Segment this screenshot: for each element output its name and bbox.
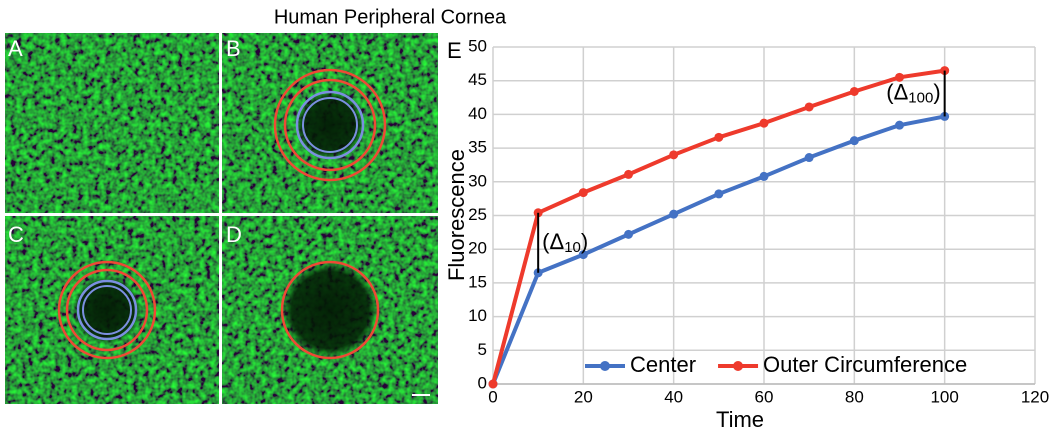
data-point [714, 132, 724, 142]
legend-marker [733, 361, 744, 371]
image-a [5, 33, 219, 213]
center-ring [82, 285, 132, 335]
data-point [804, 102, 814, 112]
outer-ring [57, 260, 157, 360]
annotation-part: 100 [908, 89, 933, 106]
y-axis-label: Fluorescence [444, 149, 469, 281]
data-point [578, 250, 588, 260]
data-point [759, 118, 769, 128]
data-point [669, 150, 679, 160]
image-panels: A B C D [5, 33, 438, 404]
x-tick-label: 80 [845, 387, 864, 406]
annotation: (Δ10) [542, 229, 588, 256]
y-tick-label: 25 [468, 205, 487, 224]
y-tick-label: 50 [468, 36, 487, 55]
bleach-spot [282, 262, 378, 358]
outer-ring [280, 260, 380, 360]
data-point [895, 72, 904, 82]
line-chart: E Time Fluorescence 0 5 10 15 20 25 30 35 40 45 50… [444, 36, 1049, 431]
annotation-part: (Δ [886, 79, 908, 104]
y-tick-label: 5 [478, 340, 487, 359]
y-tick-label: 40 [468, 104, 487, 123]
y-tick-label: 0 [478, 373, 487, 392]
y-tick-label: 20 [468, 239, 487, 258]
bleach-spot [296, 91, 364, 159]
data-point [849, 86, 859, 96]
data-point [488, 379, 498, 389]
y-tick-label: 30 [468, 171, 487, 190]
annotation: (Δ100) [886, 79, 940, 106]
data-point [895, 120, 904, 130]
legend-label: Center [630, 352, 696, 377]
panel-label: B [226, 36, 241, 61]
data-point [804, 153, 814, 163]
figure-title: Human Peripheral Cornea [274, 6, 507, 28]
x-tick-label: 0 [488, 387, 497, 406]
data-point [624, 229, 633, 239]
annotation-part: 10 [564, 239, 581, 256]
series-line [491, 68, 945, 385]
panel-label: C [8, 222, 24, 247]
center-ring [302, 97, 358, 153]
outer-ring [65, 268, 149, 352]
data-point [849, 136, 859, 146]
outer-ring [283, 78, 377, 172]
legend-label: Outer Circumference [763, 352, 967, 377]
y-tick-label: 15 [468, 272, 487, 291]
panel-label: E [447, 38, 462, 63]
data-point [578, 188, 588, 198]
annotation-part: ) [581, 229, 588, 254]
y-tick-label: 45 [468, 70, 487, 89]
x-axis-label: Time [716, 407, 764, 432]
annotation-part: ) [933, 79, 940, 104]
panel-label: A [8, 36, 23, 61]
y-tick-label: 10 [468, 306, 487, 325]
annotation-part: (Δ [542, 229, 564, 254]
data-point [624, 169, 633, 179]
data-point [714, 189, 724, 199]
panel-label: D [226, 222, 242, 247]
data-point [669, 209, 679, 219]
x-tick-label: 40 [664, 387, 683, 406]
x-tick-label: 100 [930, 387, 958, 406]
center-ring [76, 279, 138, 341]
x-tick-label: 60 [755, 387, 774, 406]
x-tick-label: 20 [574, 387, 593, 406]
center-ring [295, 90, 365, 160]
outer-ring [273, 68, 387, 182]
y-tick-label: 35 [468, 138, 487, 157]
legend-marker [600, 361, 610, 371]
x-tick-label: 120 [1021, 387, 1049, 406]
data-point [759, 171, 769, 181]
